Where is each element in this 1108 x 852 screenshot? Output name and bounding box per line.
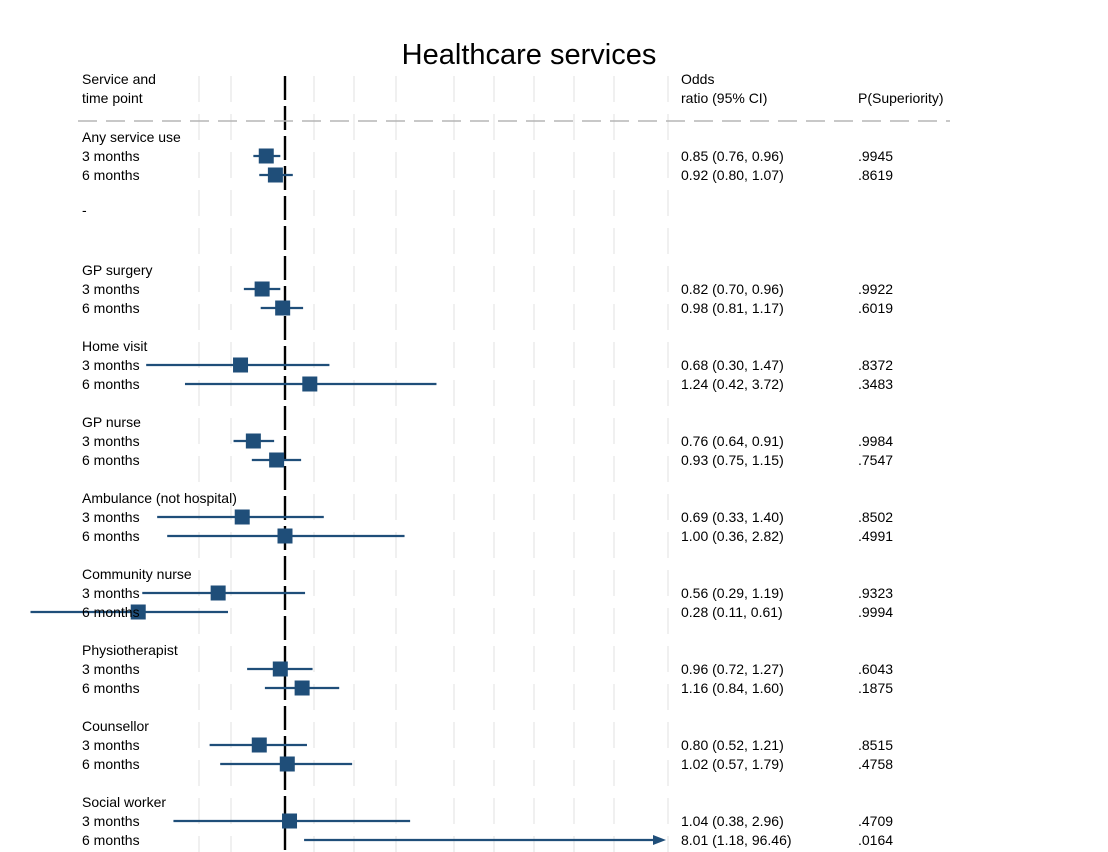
row-label: 6 months: [82, 604, 140, 620]
row-label: 3 months: [82, 509, 140, 525]
row-label: 3 months: [82, 357, 140, 373]
or-marker: [279, 756, 295, 772]
or-marker: [254, 281, 270, 297]
or-marker: [210, 585, 226, 601]
estimate-text: 0.28 (0.11, 0.61): [681, 604, 783, 620]
estimate-text: 1.04 (0.38, 2.96): [681, 813, 784, 829]
prob-text: .8515: [858, 737, 893, 753]
group-trailing-text: -: [82, 202, 87, 218]
estimate-text: 0.92 (0.80, 1.07): [681, 167, 784, 183]
label-header-line2: time point: [82, 90, 143, 106]
estimate-header-line1: Odds: [681, 71, 714, 87]
group-label: Home visit: [82, 338, 147, 354]
row-label: 6 months: [82, 452, 140, 468]
row-label: 6 months: [82, 300, 140, 316]
group-label: Social worker: [82, 794, 166, 810]
group-label: Counsellor: [82, 718, 149, 734]
row-label: 3 months: [82, 148, 140, 164]
prob-text: .9945: [858, 148, 893, 164]
estimate-text: 0.56 (0.29, 1.19): [681, 585, 784, 601]
prob-text: .6019: [858, 300, 893, 316]
prob-text: .8502: [858, 509, 893, 525]
label-header-line1: Service and: [82, 71, 156, 87]
or-marker: [294, 680, 310, 696]
prob-text: .4709: [858, 813, 893, 829]
row-label: 6 months: [82, 756, 140, 772]
ci-arrow: [653, 835, 666, 845]
prob-text: .9323: [858, 585, 893, 601]
or-marker: [258, 148, 274, 164]
prob-text: .1875: [858, 680, 893, 696]
estimate-text: 0.68 (0.30, 1.47): [681, 357, 784, 373]
estimate-text: 0.85 (0.76, 0.96): [681, 148, 784, 164]
group-label: Ambulance (not hospital): [82, 490, 237, 506]
estimate-text: 0.98 (0.81, 1.17): [681, 300, 784, 316]
group-label: GP surgery: [82, 262, 153, 278]
estimate-text: 0.96 (0.72, 1.27): [681, 661, 784, 677]
row-label: 6 months: [82, 376, 140, 392]
estimate-text: 0.76 (0.64, 0.91): [681, 433, 784, 449]
row-label: 6 months: [82, 528, 140, 544]
estimate-text: 0.80 (0.52, 1.21): [681, 737, 784, 753]
estimate-text: 1.00 (0.36, 2.82): [681, 528, 784, 544]
estimate-text: 1.02 (0.57, 1.79): [681, 756, 784, 772]
row-label: 3 months: [82, 813, 140, 829]
group-label: Physiotherapist: [82, 642, 178, 658]
group-label: GP nurse: [82, 414, 141, 430]
estimate-text: 0.82 (0.70, 0.96): [681, 281, 784, 297]
or-marker: [275, 300, 291, 316]
prob-text: .8619: [858, 167, 893, 183]
prob-text: .7547: [858, 452, 893, 468]
row-label: 3 months: [82, 661, 140, 677]
row-label: 3 months: [82, 585, 140, 601]
prob-text: .6043: [858, 661, 893, 677]
chart-title: Healthcare services: [402, 39, 657, 71]
group-label: Community nurse: [82, 566, 192, 582]
or-marker: [234, 509, 250, 525]
row-label: 3 months: [82, 737, 140, 753]
group-label: Any service use: [82, 129, 181, 145]
estimate-text: 1.24 (0.42, 3.72): [681, 376, 784, 392]
row-label: 6 months: [82, 832, 140, 848]
prob-text: .9922: [858, 281, 893, 297]
row-label: 6 months: [82, 167, 140, 183]
estimate-text: 0.69 (0.33, 1.40): [681, 509, 784, 525]
row-label: 6 months: [82, 680, 140, 696]
prob-text: .4991: [858, 528, 893, 544]
prob-text: .4758: [858, 756, 893, 772]
or-marker: [130, 604, 146, 620]
or-marker: [245, 433, 261, 449]
prob-text: .8372: [858, 357, 893, 373]
prob-text: .0164: [858, 832, 893, 848]
or-marker: [251, 737, 267, 753]
estimate-text: 8.01 (1.18, 96.46): [681, 832, 792, 848]
prob-text: .9994: [858, 604, 893, 620]
estimate-text: 0.93 (0.75, 1.15): [681, 452, 784, 468]
estimate-text: 1.16 (0.84, 1.60): [681, 680, 784, 696]
or-marker: [269, 452, 285, 468]
or-marker: [272, 661, 288, 677]
row-label: 3 months: [82, 281, 140, 297]
prob-header: P(Superiority): [858, 90, 944, 106]
estimate-header-line2: ratio (95% CI): [681, 90, 767, 106]
or-marker: [277, 528, 293, 544]
prob-text: .9984: [858, 433, 893, 449]
or-marker: [267, 167, 283, 183]
or-marker: [282, 813, 298, 829]
or-marker: [302, 376, 318, 392]
row-label: 3 months: [82, 433, 140, 449]
prob-text: .3483: [858, 376, 893, 392]
or-marker: [233, 357, 249, 373]
